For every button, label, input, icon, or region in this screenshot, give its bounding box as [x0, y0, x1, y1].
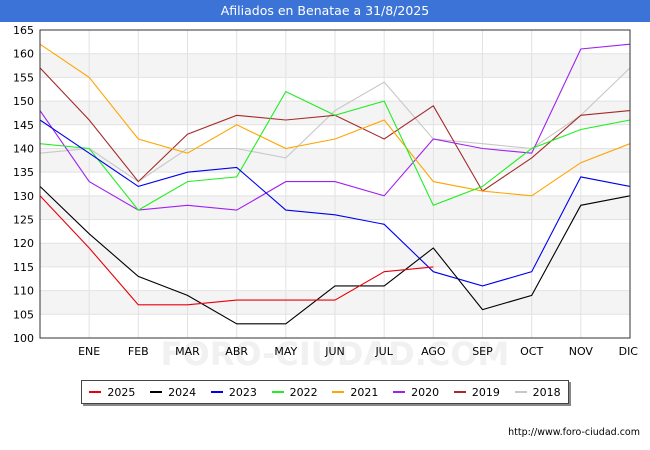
legend-item-2024: 2024 [150, 386, 196, 399]
y-tick-label: 160 [13, 48, 34, 61]
x-tick-label: ABR [225, 345, 248, 358]
x-tick-labels: ENE FEB MAR ABR MAY JUN JUL AGO SEP OCT NOV DIC [78, 345, 638, 358]
legend-item-2023: 2023 [210, 385, 257, 399]
legend-label: 2024 [168, 385, 197, 399]
y-tick-labels: 100 105 110 115 120 125 130 135 140 145 150 155 160 1… [13, 24, 34, 345]
legend-swatch [150, 391, 163, 393]
x-tick-label: MAR [175, 345, 200, 358]
x-tick-label: FEB [128, 345, 149, 358]
y-tick-label: 150 [13, 95, 34, 108]
series-lines [39, 43, 631, 325]
series-line-2024 [39, 186, 631, 325]
legend-item-2021: 2021 [332, 386, 378, 399]
legend-label: 2020 [411, 385, 440, 399]
legend-item-2022: 2022 [271, 385, 318, 399]
legend-label: 2022 [289, 385, 318, 399]
legend-label: 2023 [228, 385, 257, 399]
y-tick-label: 115 [13, 261, 34, 274]
y-tick-label: 140 [13, 142, 34, 155]
x-tick-label: AGO [421, 345, 446, 358]
legend-label: 2021 [350, 385, 379, 399]
y-tick-label: 100 [13, 332, 34, 345]
series-line-2022 [39, 90, 631, 211]
footer-url[interactable]: http://www.foro-ciudad.com [508, 427, 640, 438]
legend-label: 2019 [471, 385, 500, 399]
y-tick-label: 120 [13, 237, 34, 250]
y-tick-label: 125 [13, 214, 34, 227]
series-line-2021 [39, 43, 631, 197]
legend-label: 2025 [107, 385, 136, 399]
x-tick-label: OCT [520, 345, 543, 358]
legend-item-2025: 2025 [89, 386, 135, 399]
legend-swatch [89, 391, 102, 393]
legend-swatch [271, 391, 284, 393]
y-tick-label: 155 [13, 71, 34, 84]
legend: 2025 2024 2023 2022 2021 2020 2019 2018 [81, 380, 569, 404]
legend-item-2020: 2020 [393, 386, 439, 399]
watermark-text: FORO-CIUDAD.COM [161, 335, 510, 373]
y-tick-label: 145 [13, 119, 34, 132]
x-tick-label: NOV [569, 345, 594, 358]
series-line-2023 [39, 119, 631, 287]
legend-swatch [210, 391, 223, 393]
y-tick-label: 165 [13, 24, 34, 37]
legend-swatch [453, 391, 466, 393]
series-line-2025 [39, 195, 434, 306]
legend-swatch [393, 391, 406, 393]
x-tick-label: JUN [324, 345, 345, 358]
legend-swatch [332, 391, 345, 393]
y-tick-label: 110 [13, 285, 34, 298]
legend-item-2019: 2019 [453, 385, 500, 399]
y-tick-label: 105 [13, 308, 34, 321]
y-tick-label: 135 [13, 166, 34, 179]
plot-frame [39, 29, 631, 339]
x-tick-label: MAY [274, 345, 297, 358]
chart-title: Afiliados en Benatae a 31/8/2025 [0, 0, 650, 22]
y-tick-label: 130 [13, 190, 34, 203]
legend-item-2018: 2018 [514, 385, 561, 399]
legend-swatch [514, 391, 527, 393]
x-tick-label: JUL [374, 345, 393, 358]
legend-label: 2018 [532, 385, 561, 399]
x-tick-label: ENE [78, 345, 100, 358]
x-tick-label: SEP [472, 345, 493, 358]
x-tick-label: DIC [619, 345, 639, 358]
